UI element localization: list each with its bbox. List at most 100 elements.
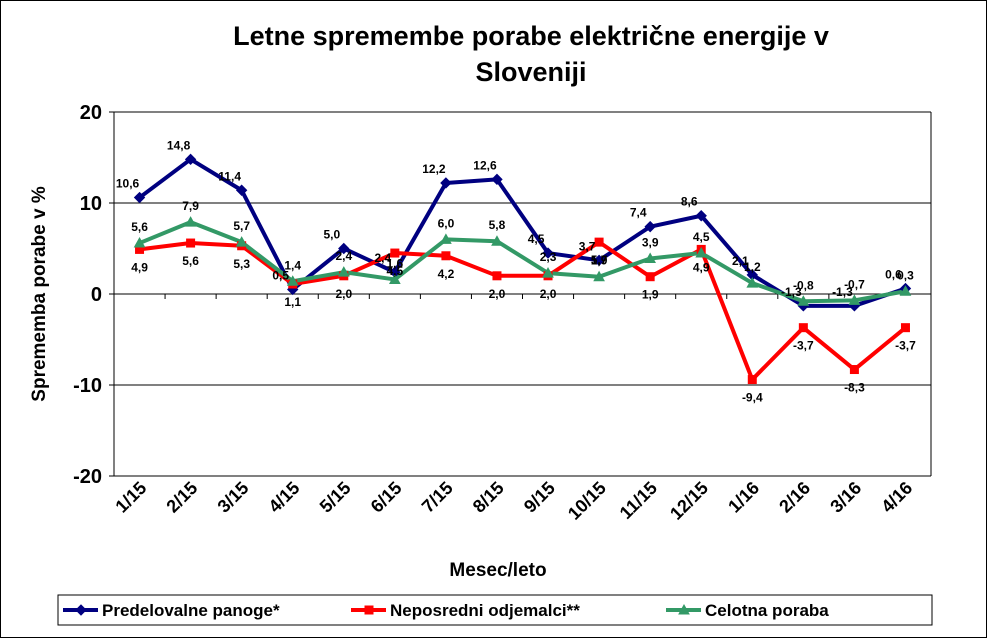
- data-label-series-2: 1,6: [387, 256, 404, 270]
- series-line-2: [138, 220, 906, 304]
- data-label-series-2: 5,7: [233, 219, 250, 233]
- x-tick-label: 3/15: [214, 478, 253, 517]
- x-tick-label: 4/16: [877, 478, 916, 517]
- data-label-series-2: -0,7: [844, 277, 865, 291]
- series-1-point-5: [390, 248, 400, 258]
- x-tick-label: 4/15: [265, 478, 304, 517]
- data-label-series-2: 1,2: [744, 260, 761, 274]
- series-2-point-7: [491, 235, 503, 246]
- data-label-series-2: 5,6: [131, 220, 148, 234]
- x-tick-label: 6/15: [367, 478, 406, 517]
- data-label-series-1: 5,3: [233, 257, 250, 271]
- data-label-series-0: 0,5: [272, 268, 289, 282]
- series-0-point-1: [184, 153, 197, 166]
- data-label-series-1: -3,7: [895, 339, 916, 353]
- data-label-series-1: -3,7: [793, 339, 814, 353]
- series-2-point-14: [848, 294, 861, 305]
- series-0-point-10: [644, 220, 656, 233]
- x-tick-label: 5/15: [316, 478, 355, 517]
- data-label-series-1: 4,9: [131, 260, 148, 274]
- series-legend-0-point-0: [75, 604, 87, 616]
- data-labels: 10,6 14,8 11,4 0,5 5,0 2,4 12,2 12,6 4,5 3,7 7,4 8,…: [116, 138, 916, 404]
- data-label-series-0: 0,6: [885, 268, 902, 282]
- chart-title-line-2: Sloveniji: [475, 57, 586, 87]
- data-label-series-1: 2,0: [489, 287, 506, 301]
- series-1-point-6: [441, 251, 451, 261]
- series-2-point-0: [133, 237, 146, 248]
- series-2-point-5: [388, 273, 401, 284]
- series-2-point-6: [440, 233, 452, 244]
- data-label-series-1: 5,7: [591, 253, 608, 267]
- y-tick-label: 10: [80, 193, 102, 215]
- series-line-1: [139, 240, 907, 382]
- series-1-point-15: [900, 323, 910, 333]
- data-label-series-1: -8,3: [844, 381, 865, 395]
- series-1-point-13: [798, 323, 808, 333]
- y-tick-label: 0: [91, 284, 102, 306]
- x-tick-label: 3/16: [826, 478, 865, 517]
- data-label-series-2: 3,9: [642, 236, 659, 250]
- data-label-series-0: 10,6: [116, 177, 140, 191]
- series-0-point-6: [440, 177, 452, 189]
- chart-title-line-1: Letne spremembe porabe električne energi…: [233, 21, 829, 51]
- series-1-point-14: [849, 365, 859, 375]
- data-label-series-0: 11,4: [218, 169, 241, 183]
- series-2-point-12: [746, 277, 759, 288]
- data-label-series-1: 1,9: [642, 288, 659, 302]
- x-tick-label: 10/15: [564, 478, 610, 524]
- series-1-point-9: [594, 237, 604, 247]
- series-1-point-10: [645, 272, 655, 282]
- x-tick-label: 7/15: [418, 478, 457, 517]
- legend-label-0: Predelovalne panoge*: [102, 601, 280, 620]
- data-label-series-1: 4,2: [438, 267, 455, 281]
- data-label-series-0: 5,0: [323, 228, 340, 242]
- data-label-series-0: 8,6: [681, 195, 698, 209]
- data-label-series-2: 1,4: [284, 258, 301, 272]
- data-label-series-1: 4,5: [387, 264, 404, 278]
- series-2-point-10: [644, 252, 657, 264]
- y-tick-label: 20: [80, 102, 102, 124]
- x-tick-label: 1/15: [111, 478, 150, 517]
- x-tick-label: 8/15: [469, 478, 508, 517]
- x-axis-title: Mesec/leto: [449, 560, 546, 581]
- series-2-point-11: [695, 247, 708, 258]
- series-2-point-1: [184, 216, 197, 227]
- x-tick-label: 12/15: [666, 478, 712, 524]
- series-0-point-9: [593, 254, 605, 267]
- y-tick-labels: 20 10 0 -10 -20: [73, 102, 102, 488]
- data-label-series-2: 2,3: [540, 250, 557, 264]
- data-label-series-0: 12,6: [473, 158, 497, 172]
- series-2-point-3: [286, 275, 299, 286]
- data-label-series-0: 2,1: [732, 254, 749, 268]
- x-tick-label: 2/16: [775, 478, 814, 517]
- series-2-point-13: [797, 295, 810, 306]
- data-label-series-0: 7,4: [630, 206, 647, 220]
- series-0-point-11: [695, 210, 707, 222]
- x-tick-labels: 1/15 2/15 3/15 4/15 5/15 6/15 7/15 8/15 9/15 10/1…: [111, 478, 916, 524]
- legend-label-1: Neposredni odjemalci**: [390, 601, 580, 620]
- data-label-series-0: 12,2: [422, 162, 446, 176]
- data-label-series-2: 5,8: [489, 218, 506, 232]
- series-legend-2-point-0: [678, 603, 690, 615]
- series-0-point-8: [542, 247, 554, 259]
- data-label-series-1: -9,4: [742, 391, 763, 405]
- x-tick-label: 11/15: [616, 478, 661, 523]
- legend-label-2: Celotna poraba: [705, 601, 829, 620]
- series-2-point-15: [899, 285, 912, 296]
- data-label-series-0: 14,8: [167, 138, 191, 152]
- data-label-series-0: 4,5: [528, 232, 545, 246]
- series-legend-1-point-0: [364, 605, 374, 615]
- data-label-series-0: -1,3: [832, 285, 853, 299]
- series-2-point-4: [337, 266, 350, 277]
- data-label-series-2: 1,9: [591, 254, 608, 268]
- series-0-point-0: [133, 191, 146, 204]
- data-label-series-2: -0,8: [793, 278, 814, 292]
- data-label-series-2: 4,5: [693, 230, 710, 244]
- series-2-point-9: [593, 270, 605, 282]
- data-label-series-1: 2,0: [335, 287, 352, 301]
- data-label-series-1: 5,6: [182, 254, 199, 268]
- x-tick-label: 1/16: [724, 478, 763, 517]
- series-0-point-2: [235, 184, 248, 196]
